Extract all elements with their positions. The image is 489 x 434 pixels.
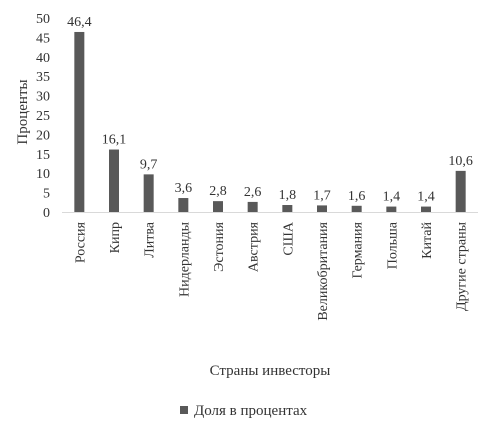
bar-value-label: 1,8 xyxy=(279,188,297,203)
legend: Доля в процентах xyxy=(180,403,308,419)
y-axis-title: Проценты xyxy=(15,79,31,144)
x-axis-tick-labels: Россия Кипр Литва Нидерланды Эстония Австрия С… xyxy=(73,221,469,321)
bar-value-label: 1,4 xyxy=(417,190,435,205)
bar xyxy=(455,170,466,212)
bar xyxy=(421,206,431,212)
y-tick-label: 45 xyxy=(36,31,50,46)
bar-value-label: 10,6 xyxy=(448,154,473,169)
x-tick-label: Кипр xyxy=(108,222,123,253)
x-tick-label: Эстония xyxy=(212,221,227,271)
bar-value-label: 9,7 xyxy=(140,157,158,172)
y-tick-label: 5 xyxy=(43,187,50,202)
bar xyxy=(143,174,154,212)
x-tick-label: Польша xyxy=(385,221,400,269)
x-tick-label: Германия xyxy=(351,221,366,278)
y-tick-label: 40 xyxy=(36,51,50,66)
bar-value-label: 2,6 xyxy=(244,185,262,200)
bar xyxy=(351,205,362,212)
x-tick-label: Австрия xyxy=(247,221,262,272)
y-tick-label: 0 xyxy=(43,206,50,221)
x-tick-label: Великобритания xyxy=(316,221,331,320)
bar xyxy=(213,201,223,212)
x-axis-title: Страны инвесторы xyxy=(210,363,331,379)
y-tick-label: 20 xyxy=(36,128,50,143)
data-labels: 46,4 16,1 9,7 3,6 2,8 2,6 1,8 1,7 1,6 1,4 1,4 10,6 xyxy=(67,15,473,205)
x-tick-label: Литва xyxy=(143,221,158,258)
bar xyxy=(317,205,327,212)
legend-swatch xyxy=(180,406,188,414)
bar-value-label: 1,7 xyxy=(313,188,331,203)
bar xyxy=(247,201,258,212)
x-tick-label: Нидерланды xyxy=(177,221,192,297)
bar xyxy=(74,31,85,212)
y-tick-label: 35 xyxy=(36,70,50,85)
bar-value-label: 3,6 xyxy=(175,181,193,196)
bar xyxy=(282,205,293,212)
x-tick-label: Россия xyxy=(73,221,88,263)
y-tick-label: 15 xyxy=(36,148,50,163)
bar xyxy=(178,198,189,212)
y-tick-label: 50 xyxy=(36,12,50,27)
bar-value-label: 1,6 xyxy=(348,189,366,204)
y-tick-label: 10 xyxy=(36,167,50,182)
y-axis: 0 5 10 15 20 25 30 35 40 45 50 xyxy=(36,12,50,221)
y-tick-label: 30 xyxy=(36,90,50,105)
bar-value-label: 1,4 xyxy=(383,190,401,205)
x-tick-label: США xyxy=(281,221,296,255)
x-tick-label: Китай xyxy=(420,221,435,258)
bar-value-label: 16,1 xyxy=(102,133,127,148)
bar-value-label: 2,8 xyxy=(209,184,227,199)
bar xyxy=(109,149,119,212)
bar-value-label: 46,4 xyxy=(67,15,92,30)
bars xyxy=(74,31,466,212)
y-tick-label: 25 xyxy=(36,109,50,124)
legend-label: Доля в процентах xyxy=(194,403,308,419)
bar xyxy=(386,206,397,212)
x-tick-label: Другие страны xyxy=(455,221,470,311)
